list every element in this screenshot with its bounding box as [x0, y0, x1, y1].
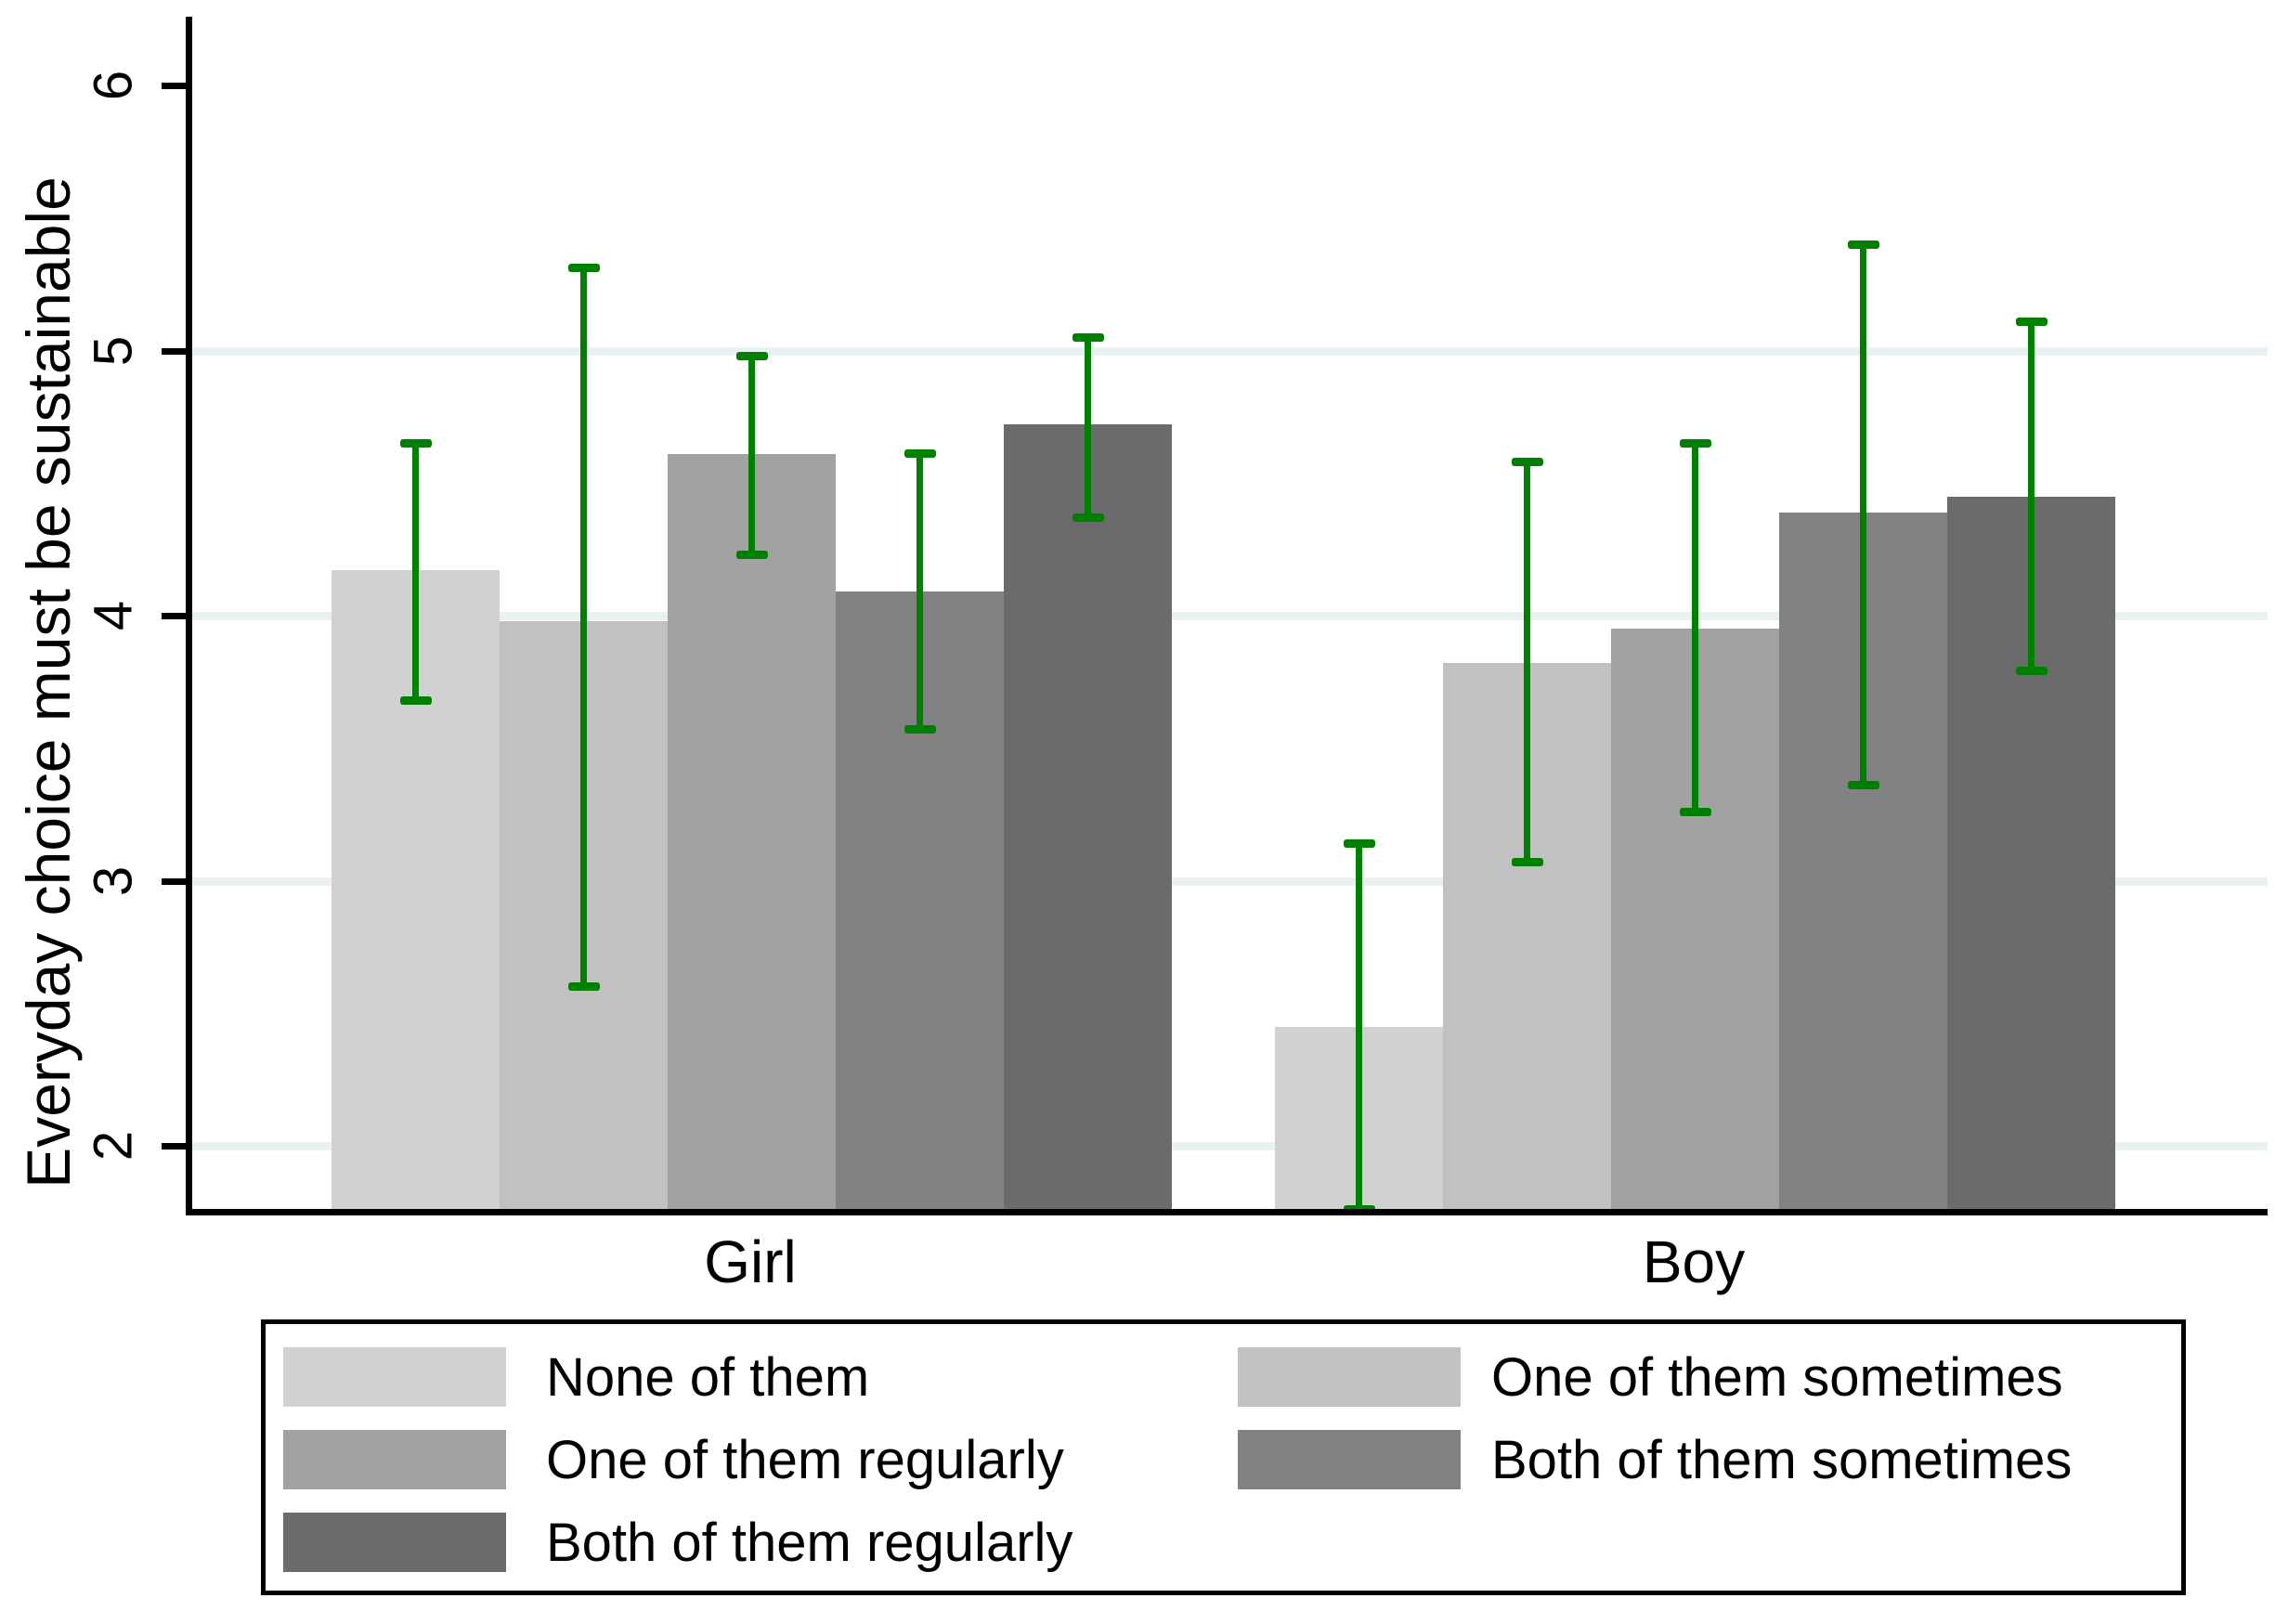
error-bar-cap-bottom-girl-series2	[735, 550, 768, 559]
error-bar-cap-top-girl-series2	[735, 351, 768, 360]
error-bar-girl-series3	[916, 453, 923, 730]
gridline-y2	[192, 1142, 2268, 1150]
error-bar-boy-series2	[1692, 443, 1698, 812]
x-axis-line	[186, 1209, 2268, 1215]
error-bar-boy-series3	[1860, 244, 1866, 786]
legend-label-both-of-them-sometimes: Both of them sometimes	[1491, 1429, 2073, 1490]
error-bar-cap-top-girl-series3	[904, 449, 936, 459]
gridline-y3	[192, 877, 2268, 886]
legend-swatch-one-of-them-sometimes	[1238, 1347, 1461, 1407]
error-bar-boy-series1	[1524, 461, 1530, 863]
error-bar-boy-series4	[2028, 321, 2034, 671]
legend-label-one-of-them-regularly: One of them regularly	[546, 1429, 1064, 1490]
error-bar-cap-top-boy-series3	[1847, 240, 1879, 249]
error-bar-cap-top-boy-series4	[2015, 317, 2048, 326]
error-bar-cap-top-girl-series1	[567, 264, 600, 273]
gridline-y4	[192, 612, 2268, 620]
gridline-y5	[192, 346, 2268, 356]
legend-swatch-one-of-them-regularly	[283, 1430, 506, 1489]
error-bar-boy-series0	[1356, 843, 1362, 1210]
x-axis-label-boy: Boy	[1642, 1228, 1746, 1295]
error-bar-cap-bottom-boy-series3	[1847, 781, 1879, 790]
y-tick-2	[162, 1143, 186, 1150]
y-axis-title: Everyday choice must be sustainable	[14, 176, 83, 1189]
legend-swatch-both-of-them-sometimes	[1238, 1430, 1461, 1489]
error-bar-cap-bottom-boy-series1	[1511, 858, 1543, 866]
x-axis-label-girl: Girl	[704, 1228, 797, 1295]
error-bar-cap-top-girl-series0	[399, 438, 432, 448]
legend-label-none-of-them: None of them	[546, 1346, 870, 1408]
y-tick-4	[162, 613, 186, 619]
error-bar-cap-bottom-girl-series1	[567, 982, 600, 992]
error-bar-cap-bottom-girl-series3	[904, 725, 936, 734]
legend-swatch-both-of-them-regularly	[283, 1513, 506, 1572]
error-bar-cap-bottom-girl-series4	[1072, 513, 1104, 522]
error-bar-cap-top-girl-series4	[1072, 332, 1104, 342]
legend-swatch-none-of-them	[283, 1347, 506, 1407]
y-tick-label-2: 2	[83, 1130, 144, 1162]
error-bar-cap-top-boy-series2	[1679, 438, 1711, 448]
error-bar-girl-series4	[1085, 337, 1091, 518]
y-tick-label-3: 3	[83, 865, 144, 896]
y-axis-line	[186, 17, 192, 1215]
y-tick-3	[162, 877, 186, 885]
error-bar-girl-series1	[580, 267, 587, 987]
error-bar-cap-bottom-girl-series0	[399, 695, 432, 705]
y-tick-5	[162, 347, 186, 355]
error-bar-cap-bottom-boy-series4	[2015, 667, 2048, 676]
bar-girl-series2	[668, 453, 836, 1209]
legend-box: None of them One of them regularly Both …	[261, 1319, 2186, 1595]
y-tick-6	[162, 83, 186, 89]
y-tick-label-5: 5	[83, 335, 144, 366]
bar-girl-series4	[1004, 424, 1172, 1209]
error-bar-cap-top-boy-series1	[1511, 457, 1543, 466]
y-tick-label-4: 4	[83, 600, 144, 631]
error-bar-girl-series2	[748, 356, 755, 555]
error-bar-girl-series0	[412, 443, 419, 701]
y-tick-label-6: 6	[83, 70, 144, 101]
error-bar-cap-top-boy-series0	[1343, 839, 1375, 849]
legend-label-one-of-them-sometimes: One of them sometimes	[1491, 1346, 2063, 1408]
legend-label-both-of-them-regularly: Both of them regularly	[546, 1512, 1073, 1573]
error-bar-cap-bottom-boy-series2	[1679, 807, 1711, 816]
